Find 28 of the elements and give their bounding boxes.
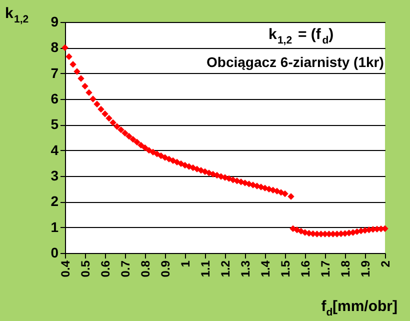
x-tick-label: 0.5 [78, 260, 92, 278]
y-tick-label: 5 [50, 116, 59, 132]
x-tick-label: 1 [178, 260, 192, 268]
x-tick-label: 1.5 [278, 260, 292, 278]
x-tick-label: 0.9 [158, 260, 172, 278]
x-tick-label: 2 [378, 260, 392, 268]
y-tick-label: 0 [50, 244, 59, 260]
text: Obciągacz 6-ziarnisty (1kr) [206, 54, 384, 70]
x-tick-label: 0.7 [118, 260, 132, 278]
y-tick-label: 4 [50, 142, 59, 158]
x-tick-label: 0.4 [58, 260, 72, 278]
x-tick-label: 1.8 [338, 260, 352, 278]
x-tick-label: 1.7 [318, 260, 332, 278]
x-tick-label: 1.4 [258, 260, 272, 278]
y-tick-label: 9 [50, 14, 59, 30]
y-tick-label: 2 [50, 193, 59, 210]
x-tick-label: 0.6 [98, 260, 112, 278]
x-tick-label: 0.8 [138, 260, 152, 278]
y-tick-label: 3 [50, 168, 59, 184]
x-tick-label: 1.6 [298, 260, 312, 278]
x-tick-label: 1.9 [358, 260, 372, 278]
y-tick-label: 6 [50, 90, 59, 106]
x-tick-label: 1.2 [218, 260, 232, 278]
y-tick-label: 1 [50, 218, 59, 235]
x-tick-label: 1.3 [238, 260, 252, 278]
x-tick-label: 1.1 [198, 260, 212, 278]
y-tick-label: 8 [50, 39, 59, 56]
y-tick-label: 7 [50, 64, 59, 81]
